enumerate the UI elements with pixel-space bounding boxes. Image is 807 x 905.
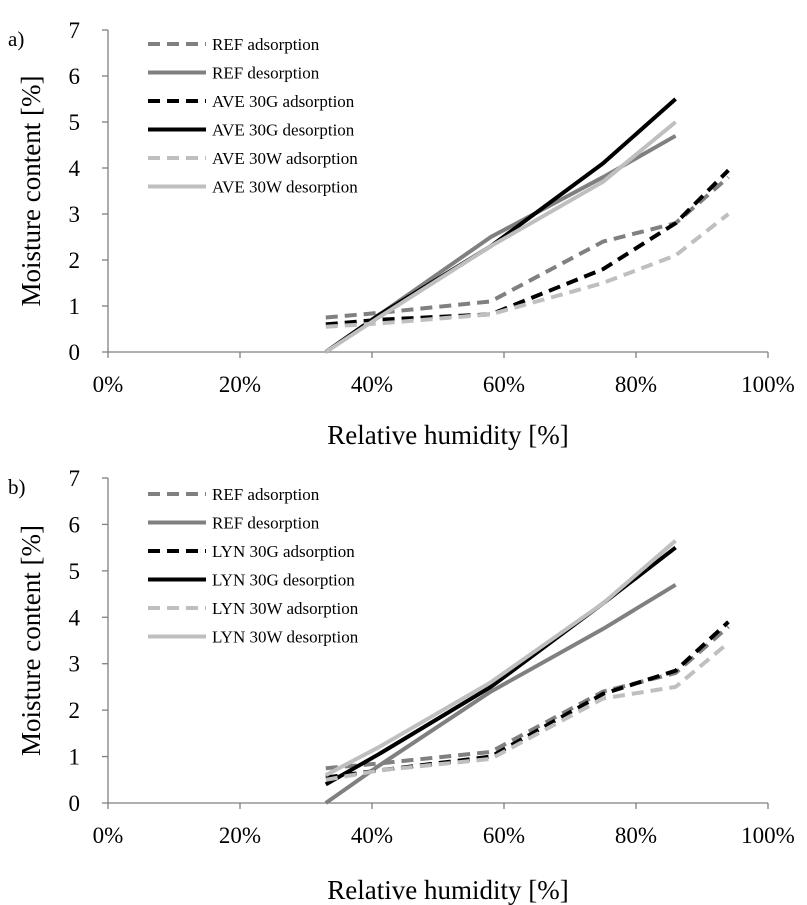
y-tick-label: 2 (69, 698, 81, 723)
y-tick-label: 6 (69, 64, 81, 89)
series-line-ave-30w-desorption (324, 120, 677, 354)
y-tick-label: 1 (69, 745, 81, 770)
x-axis-title: Relative humidity [%] (327, 420, 568, 450)
x-tick-label: 80% (615, 372, 657, 397)
y-tick-label: 6 (69, 512, 81, 537)
y-tick-label: 0 (69, 791, 81, 816)
legend-label: AVE 30W desorption (212, 178, 358, 197)
x-tick-label: 0% (93, 823, 124, 848)
x-tick-label: 20% (219, 372, 261, 397)
series-line-ref-adsorption (325, 175, 730, 320)
series-line-ref-desorption (324, 583, 677, 805)
legend-label: LYN 30W desorption (212, 628, 359, 647)
legend-label: LYN 30G desorption (212, 571, 355, 590)
x-tick-label: 40% (351, 372, 393, 397)
x-tick-label: 60% (483, 372, 525, 397)
x-tick-label: 0% (93, 372, 124, 397)
legend-label: REF desorption (212, 514, 320, 533)
y-tick-label: 3 (69, 652, 81, 677)
y-tick-label: 5 (69, 110, 81, 135)
y-tick-label: 2 (69, 248, 81, 273)
x-tick-label: 80% (615, 823, 657, 848)
y-tick-label: 4 (69, 156, 81, 181)
x-tick-label: 40% (351, 823, 393, 848)
x-tick-label: 20% (219, 823, 261, 848)
x-tick-label: 100% (741, 372, 795, 397)
legend-label: AVE 30G adsorption (212, 92, 355, 111)
legend-label: REF desorption (212, 64, 320, 83)
legend-label: AVE 30G desorption (212, 121, 355, 140)
legend-label: AVE 30W adsorption (212, 149, 358, 168)
y-tick-label: 4 (69, 605, 81, 630)
y-tick-label: 3 (69, 202, 81, 227)
legend-label: REF adsorption (212, 35, 320, 54)
series-line-ref-adsorption (325, 625, 730, 771)
legend-label: LYN 30W adsorption (212, 599, 359, 618)
series-line-lyn-30w-desorption (324, 539, 677, 777)
y-tick-label: 5 (69, 559, 81, 584)
series-line-ave-30g-desorption (324, 97, 677, 354)
y-tick-label: 7 (69, 466, 81, 491)
series-line-lyn-30g-adsorption (325, 620, 730, 780)
x-tick-label: 60% (483, 823, 525, 848)
panel-label: a) (8, 27, 24, 51)
legend-label: REF adsorption (212, 485, 320, 504)
y-tick-label: 7 (69, 18, 81, 43)
y-axis-title: Moisture content [%] (16, 525, 46, 756)
series-line-ave-30g-adsorption (325, 168, 730, 327)
series-line-lyn-30w-adsorption (325, 641, 730, 782)
y-tick-label: 0 (69, 340, 81, 365)
panel-label: b) (8, 475, 26, 499)
y-tick-label: 1 (69, 294, 81, 319)
legend-label: LYN 30G adsorption (212, 542, 355, 561)
x-axis-title: Relative humidity [%] (327, 875, 568, 905)
y-axis-title: Moisture content [%] (16, 76, 46, 307)
x-tick-label: 100% (741, 823, 795, 848)
